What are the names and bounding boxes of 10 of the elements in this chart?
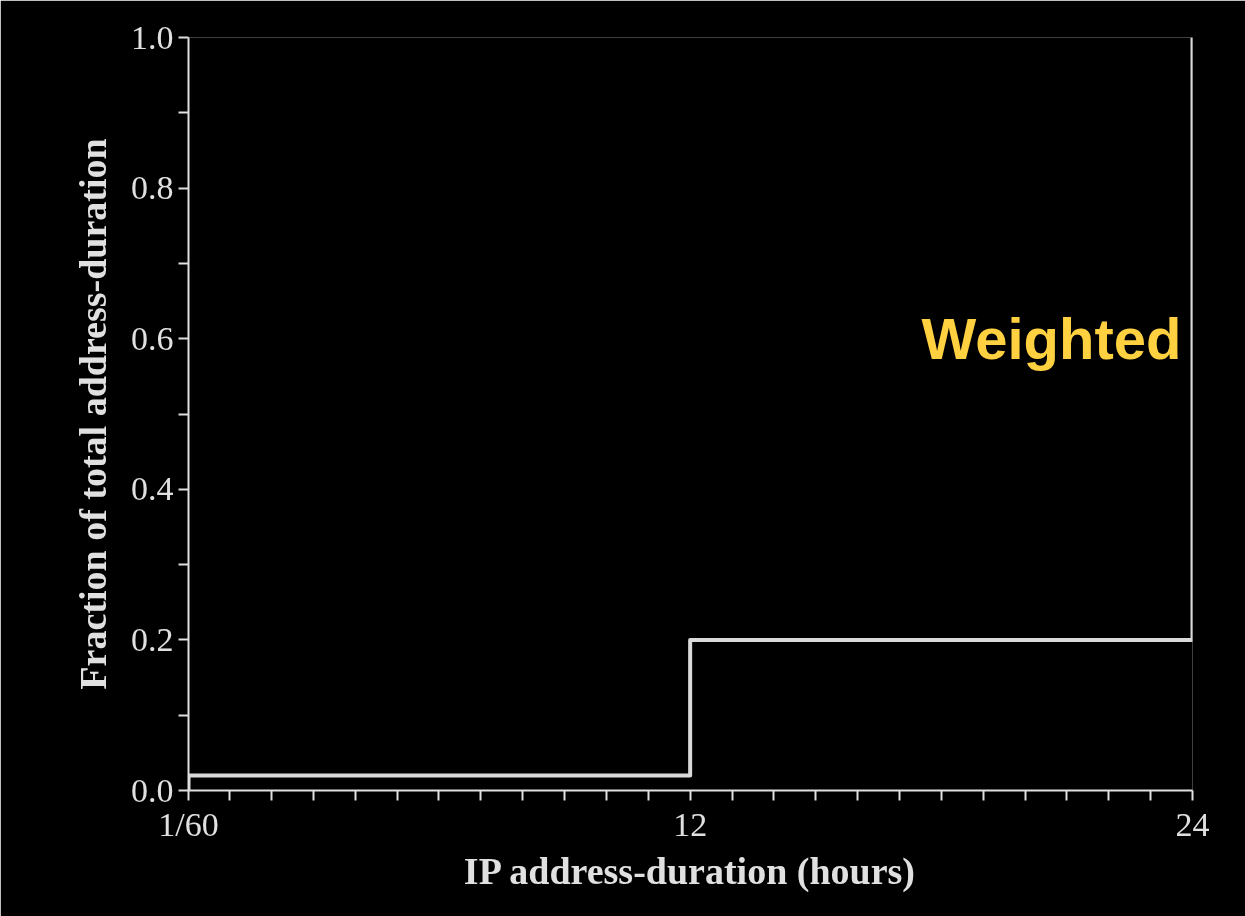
y-tick-label: 1.0: [131, 18, 174, 56]
x-tick-label: 24: [1175, 805, 1210, 843]
x-axis-title: IP address-duration (hours): [463, 849, 916, 893]
y-tick-label: 0.4: [131, 470, 174, 508]
y-tick-label: 0.6: [131, 319, 174, 357]
y-tick-label: 0.8: [131, 169, 174, 207]
annotation: Weighted: [921, 305, 1182, 371]
y-tick-label: 0.2: [131, 620, 174, 658]
x-tick-label: 12: [673, 805, 708, 843]
y-axis-title: Fraction of total address-duration: [72, 138, 114, 690]
